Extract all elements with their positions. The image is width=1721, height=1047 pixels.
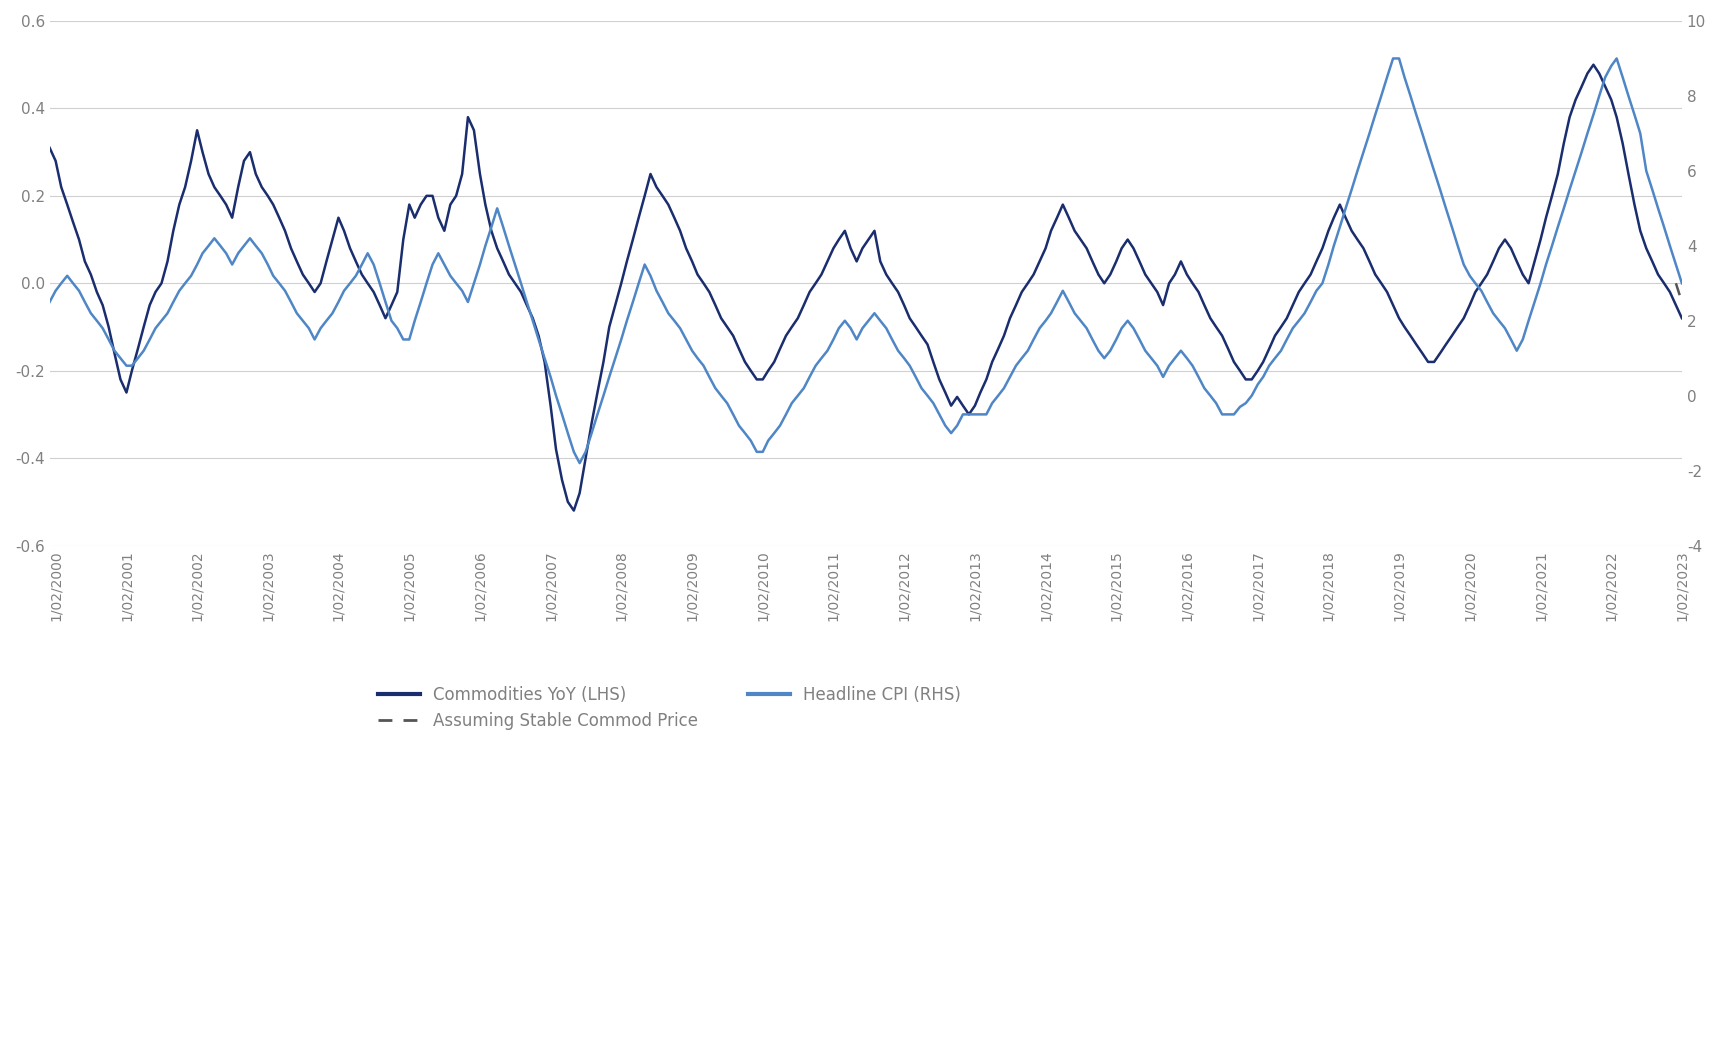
Legend: Commodities YoY (LHS), Assuming Stable Commod Price, Headline CPI (RHS): Commodities YoY (LHS), Assuming Stable C…: [372, 678, 967, 736]
